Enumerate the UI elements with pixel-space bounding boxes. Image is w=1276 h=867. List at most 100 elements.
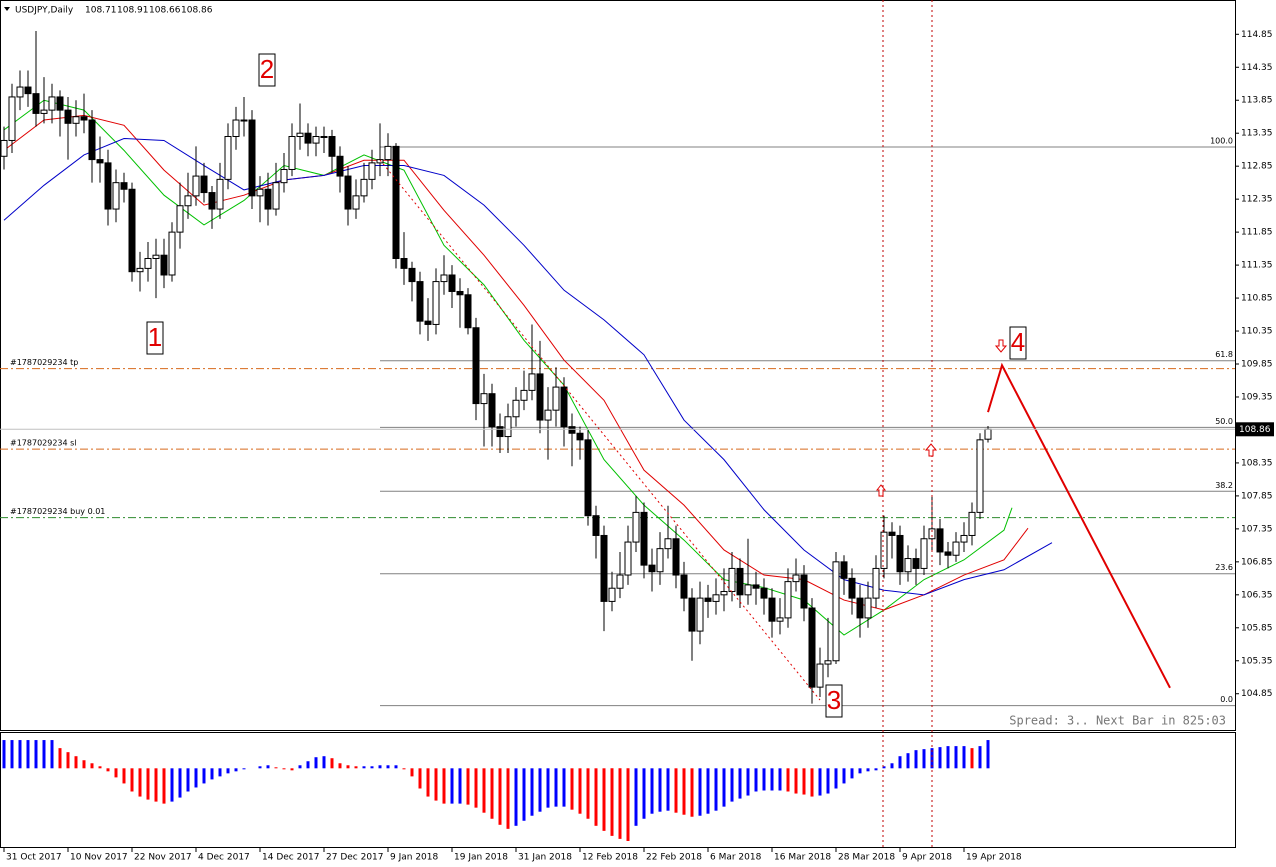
candle-body [120,182,128,190]
candle-body [40,109,48,114]
candle-body [504,416,512,438]
candle-body [632,511,640,543]
candle-body [416,281,424,322]
candle-body [144,258,152,269]
y-tick-label: 106.85 [1241,557,1273,567]
x-tick-label: 31 Oct 2017 [6,853,62,863]
wave-label: 3 [827,685,841,715]
candle-body [104,162,112,210]
candle-body [704,597,712,602]
y-tick-label: 112.35 [1241,195,1273,205]
candle-body [256,188,264,197]
candle-body [584,439,592,517]
candle-body [272,182,280,210]
candle-body [216,178,224,210]
candle-body [344,175,352,210]
candle-body [856,597,864,619]
candle-body [312,136,320,144]
up-arrow [924,443,938,457]
candle-body [600,534,608,602]
candle-body [280,168,288,184]
candle-body [440,274,448,283]
candle-body [16,86,24,98]
forecast-line [987,362,1171,689]
candle-body [928,528,936,540]
candle-body [688,597,696,632]
candle-body [760,587,768,599]
candle-body [328,136,336,157]
candle-body [160,254,168,276]
candle-body [208,192,216,210]
y-tick-label: 110.85 [1241,294,1273,304]
candle-body [80,116,88,121]
candle-body [912,558,920,569]
candle-body [232,119,240,138]
candle-body [880,531,888,569]
candle-body [472,327,480,405]
candle-body [288,136,296,170]
candle-body [184,195,192,207]
y-tick-label: 109.35 [1241,392,1273,402]
x-tick-label: 4 Dec 2017 [198,853,250,863]
wave-box [1009,326,1027,360]
y-tick-label: 108.35 [1241,458,1273,468]
candle-body [984,428,992,440]
candle-body [576,432,584,441]
candle-body [648,564,656,573]
candle-body [192,175,200,197]
candle-body [656,548,664,573]
x-tick-label: 9 Apr 2018 [902,853,952,863]
y-tick-label: 107.35 [1241,524,1273,534]
wave-label: 2 [260,54,274,84]
y-tick-label: 110.35 [1241,327,1273,337]
y-tick-label: 105.85 [1241,623,1273,633]
x-tick-label: 16 Mar 2018 [774,853,831,863]
ohlc-high: 108.91 [117,6,149,16]
candle-body [296,132,304,138]
x-tick-label: 19 Apr 2018 [966,853,1022,863]
candle-body [520,389,528,401]
candle-body [888,531,896,536]
fib-label: 0.0 [1220,695,1233,704]
candle-body [360,178,368,197]
candle-body [112,182,120,210]
candle-body [456,290,464,296]
status-text: Spread: 3.. Next Bar in 825:03 [1009,714,1226,728]
candle-body [480,393,488,405]
y-tick-label: 111.35 [1241,261,1273,271]
y-tick-label: 112.85 [1241,162,1273,172]
y-tick-label: 114.35 [1241,63,1273,73]
candle-body [304,132,312,144]
x-tick-label: 6 Mar 2018 [710,853,762,863]
candle-body [264,188,272,210]
candle-body [736,567,744,596]
candle-body [0,139,8,157]
candle-body [728,567,736,593]
candle-body [464,294,472,329]
candle-body [616,574,624,589]
menu-icon[interactable] [4,7,10,11]
order-label: #1787029234 buy 0.01 [10,507,105,516]
candle-body [320,136,328,139]
candle-body [32,93,40,114]
ohlc-close: 108.86 [181,6,213,16]
candle-body [664,538,672,550]
candle-body [816,663,824,688]
y-tick-label: 113.85 [1241,96,1273,106]
candle-body [792,574,800,583]
y-tick-label: 113.35 [1241,129,1273,139]
candle-body [136,267,144,273]
candle-body [872,567,880,599]
candle-body [712,594,720,602]
candle-body [776,617,784,622]
fib-label: 61.8 [1215,350,1233,359]
y-tick-label: 106.35 [1241,590,1273,600]
candle-body [944,551,952,556]
candle-body [512,399,520,418]
x-tick-label: 14 Dec 2017 [262,853,320,863]
x-tick-label: 27 Dec 2017 [326,853,384,863]
candle-body [88,119,96,161]
y-tick-label: 107.85 [1241,491,1273,501]
candle-body [560,386,568,428]
fib-label: 100.0 [1210,137,1233,146]
